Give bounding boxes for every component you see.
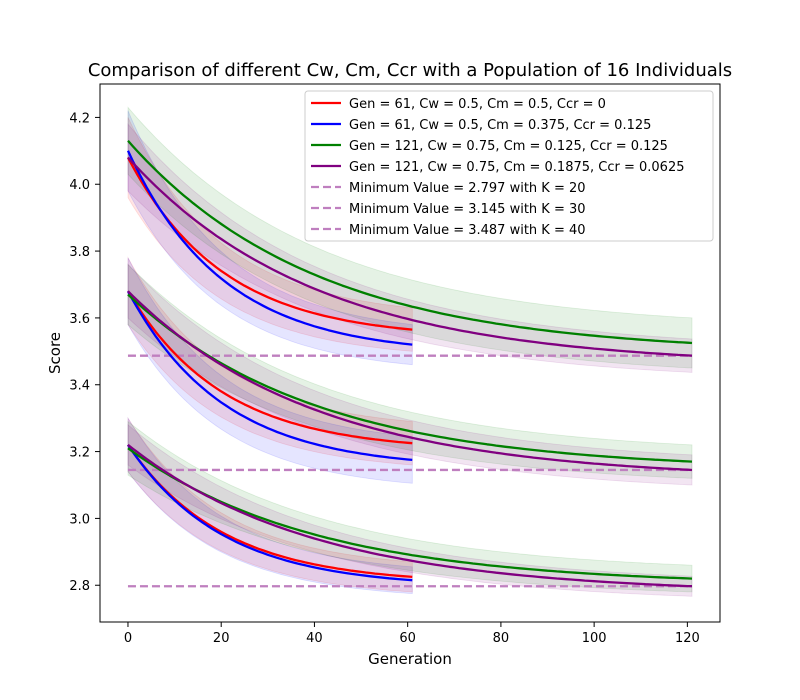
legend-box xyxy=(304,90,714,242)
series-line xyxy=(127,290,413,445)
series-line xyxy=(127,156,693,357)
y-axis-label: Score xyxy=(46,332,64,374)
legend: Gen = 61, Cw = 0.5, Cm = 0.5, Ccr = 0 Gen… xyxy=(304,90,714,242)
series-line xyxy=(126,290,413,462)
minimum-value-lines xyxy=(127,354,693,588)
x-axis-ticks: 0 20 40 60 80 100 120 xyxy=(124,622,700,646)
confidence-band xyxy=(127,257,413,484)
y-tick-label: 3.0 xyxy=(69,512,90,527)
legend-label: Minimum Value = 3.487 with K = 40 xyxy=(349,223,586,238)
y-tick-label: 3.8 xyxy=(69,245,90,260)
x-tick-label: 100 xyxy=(582,631,607,646)
legend-label: Minimum Value = 2.797 with K = 20 xyxy=(349,181,586,196)
x-tick-label: 80 xyxy=(493,631,510,646)
plot-frame xyxy=(99,83,721,623)
series-line xyxy=(127,140,693,345)
x-tick-label: 40 xyxy=(306,631,323,646)
legend-label: Gen = 61, Cw = 0.5, Cm = 0.375, Ccr = 0.… xyxy=(349,118,651,133)
y-tick-label: 3.4 xyxy=(69,379,90,394)
confidence-band xyxy=(127,416,413,595)
series-line xyxy=(127,293,693,463)
y-axis-ticks: 2.8 3.0 3.2 3.4 3.6 3.8 4.0 4.2 xyxy=(69,111,100,594)
confidence-band xyxy=(127,117,413,352)
x-tick-label: 0 xyxy=(124,631,132,646)
series-line xyxy=(126,156,413,331)
series-line xyxy=(127,444,413,582)
y-tick-label: 2.8 xyxy=(69,579,90,594)
series-line xyxy=(126,150,413,346)
chart-title: Comparison of different Cw, Cm, Ccr with… xyxy=(88,60,732,81)
series-line xyxy=(127,290,693,472)
x-tick-label: 20 xyxy=(213,631,230,646)
y-tick-label: 3.2 xyxy=(69,446,90,461)
confidence-band xyxy=(127,122,693,373)
legend-label: Gen = 61, Cw = 0.5, Cm = 0.5, Ccr = 0 xyxy=(349,97,606,112)
legend-label: Minimum Value = 3.145 with K = 30 xyxy=(349,202,586,217)
legend-label: Gen = 121, Cw = 0.75, Cm = 0.1875, Ccr =… xyxy=(349,160,685,175)
y-tick-label: 4.0 xyxy=(69,178,90,193)
x-tick-label: 120 xyxy=(675,631,700,646)
y-tick-label: 4.2 xyxy=(69,111,90,126)
confidence-band xyxy=(127,420,693,593)
y-tick-label: 3.6 xyxy=(69,312,90,327)
x-axis-label: Generation xyxy=(368,650,452,668)
legend-label: Gen = 121, Cw = 0.75, Cm = 0.125, Ccr = … xyxy=(349,139,668,154)
series-lines xyxy=(126,140,693,588)
x-tick-label: 60 xyxy=(399,631,416,646)
confidence-band xyxy=(127,263,693,479)
series-line xyxy=(127,443,693,588)
